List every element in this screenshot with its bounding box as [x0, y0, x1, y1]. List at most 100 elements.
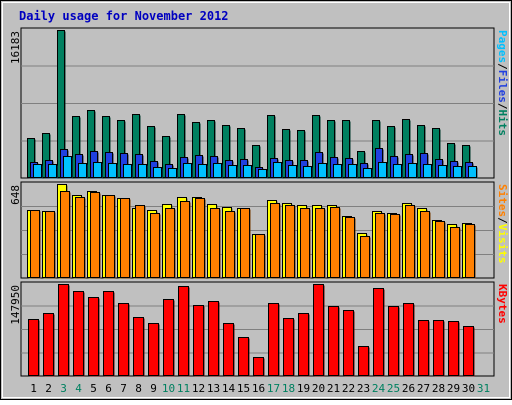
x-tick-label: 31 [477, 382, 490, 395]
panel-requests-max-label: 16183 [9, 31, 22, 64]
bar-pages-day-18 [288, 165, 297, 178]
x-tick-label: 12 [192, 382, 205, 395]
panel-kbytes-legend: KBytes [496, 284, 509, 324]
legend-entry: Sites [496, 184, 509, 217]
x-tick-label: 1 [30, 382, 37, 395]
bar-kbytes-day-27 [418, 320, 429, 376]
bar-pages-day-28 [438, 165, 447, 178]
bar-kbytes-day-28 [433, 320, 444, 376]
bar-pages-day-13 [213, 163, 222, 178]
bar-kbytes-day-9 [148, 323, 159, 376]
bar-sites-day-12 [195, 198, 205, 278]
bar-sites-day-5 [90, 192, 100, 278]
x-tick-label: 2 [45, 382, 52, 395]
bar-sites-day-16 [255, 234, 265, 278]
legend-entry: Files [496, 70, 509, 103]
bar-pages-day-12 [198, 164, 207, 178]
x-tick-label: 13 [207, 382, 220, 395]
x-tick-label: 17 [267, 382, 280, 395]
bar-pages-day-16 [258, 169, 267, 178]
x-tick-label: 15 [237, 382, 250, 395]
bar-sites-day-18 [285, 205, 295, 278]
x-tick-label: 28 [432, 382, 445, 395]
bar-pages-day-1 [33, 164, 42, 178]
bar-pages-day-21 [333, 164, 342, 178]
bar-sites-day-4 [75, 197, 85, 278]
bar-sites-day-21 [330, 207, 340, 278]
bar-kbytes-day-15 [238, 337, 249, 376]
bar-pages-day-25 [393, 164, 402, 178]
bar-kbytes-day-13 [208, 301, 219, 376]
x-tick-label: 29 [447, 382, 460, 395]
panel-requests: 16183 Pages/Files/Hits [9, 27, 509, 179]
x-axis-day-labels: 1 2 3 4 5 6 7 8 9 10 11 12 13 14 15 16 17 18 19 20 21 22 23 24 2… [30, 382, 490, 395]
bar-kbytes-day-11 [178, 286, 189, 376]
bar-sites-day-29 [450, 227, 460, 278]
bar-pages-day-24 [378, 162, 387, 178]
bar-sites-day-17 [270, 203, 280, 278]
bar-pages-day-23 [363, 168, 372, 178]
bar-pages-day-3 [63, 156, 72, 178]
bar-kbytes-day-20 [313, 284, 324, 376]
bar-sites-day-1 [30, 210, 40, 278]
chart-frame-inner-light [2, 2, 510, 398]
x-tick-label: 6 [105, 382, 112, 395]
bar-sites-day-26 [405, 205, 415, 278]
legend-entry: Visits [496, 224, 509, 264]
bar-sites-day-6 [105, 195, 115, 278]
bar-sites-day-20 [315, 208, 325, 278]
bar-kbytes-day-1 [28, 319, 39, 376]
bar-pages-day-5 [93, 162, 102, 178]
bar-kbytes-day-22 [343, 310, 354, 376]
bar-sites-day-28 [435, 221, 445, 278]
legend-entry: / [496, 217, 509, 224]
bar-pages-day-20 [318, 163, 327, 178]
bar-sites-day-27 [420, 211, 430, 278]
x-tick-label: 11 [177, 382, 190, 395]
bar-kbytes-day-8 [133, 317, 144, 376]
bar-sites-day-25 [390, 214, 400, 278]
bar-sites-day-23 [360, 236, 370, 278]
bar-sites-day-3 [60, 191, 70, 278]
bar-pages-day-2 [48, 164, 57, 178]
bar-kbytes-day-10 [163, 299, 174, 376]
x-tick-label: 5 [90, 382, 97, 395]
bar-sites-day-19 [300, 208, 310, 278]
panel-visitors-max-label: 648 [9, 185, 22, 205]
bar-kbytes-day-3 [58, 284, 69, 376]
bar-kbytes-day-17 [268, 303, 279, 376]
bar-kbytes-day-6 [103, 291, 114, 376]
bar-kbytes-day-16 [253, 357, 264, 376]
legend-entry: / [496, 63, 509, 70]
x-tick-label: 16 [252, 382, 265, 395]
bar-kbytes-day-30 [463, 326, 474, 376]
panel-visitors: 648 Sites/Visits [9, 181, 509, 279]
bar-kbytes-day-18 [283, 318, 294, 376]
bar-sites-day-22 [345, 217, 355, 278]
bar-pages-day-26 [408, 163, 417, 178]
panel-visitors-legend: Sites/Visits [496, 184, 509, 264]
bar-sites-day-8 [135, 205, 145, 278]
x-tick-label: 27 [417, 382, 430, 395]
x-tick-label: 19 [297, 382, 310, 395]
x-tick-label: 21 [327, 382, 340, 395]
x-tick-label: 14 [222, 382, 236, 395]
bar-pages-day-17 [273, 162, 282, 178]
bar-sites-day-24 [375, 213, 385, 278]
bar-sites-day-15 [240, 208, 250, 278]
bar-kbytes-day-19 [298, 313, 309, 376]
bar-pages-day-14 [228, 165, 237, 178]
bar-kbytes-day-21 [328, 306, 339, 376]
panel-requests-legend: Pages/Files/Hits [496, 30, 509, 136]
bar-pages-day-19 [303, 166, 312, 178]
bar-sites-day-30 [465, 224, 475, 278]
bar-pages-day-29 [453, 166, 462, 178]
x-tick-label: 22 [342, 382, 355, 395]
bar-sites-day-9 [150, 213, 160, 278]
x-tick-label: 23 [357, 382, 370, 395]
bar-pages-day-15 [243, 165, 252, 178]
series-kbytes [28, 284, 475, 377]
